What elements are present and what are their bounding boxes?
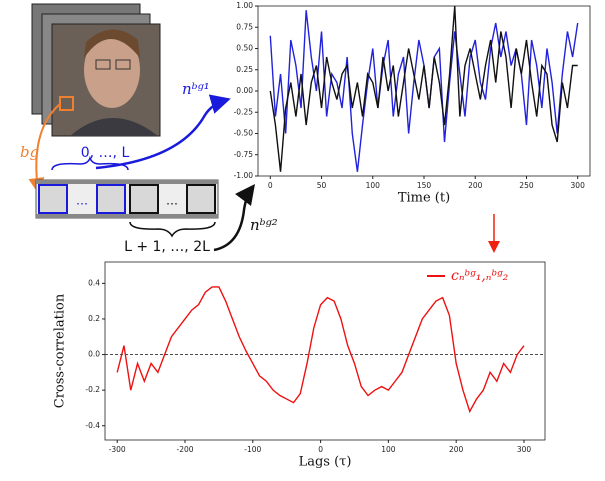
y-tick-label: 0.50 bbox=[236, 44, 253, 53]
x-axis-label: Lags (τ) bbox=[299, 455, 352, 470]
y-tick-label: -1.00 bbox=[234, 171, 254, 180]
signal-label: nᵇᵍ¹ bbox=[182, 80, 210, 98]
x-tick-label: -100 bbox=[244, 445, 261, 454]
y-tick-label: -0.50 bbox=[234, 129, 254, 138]
ellipsis: … bbox=[166, 194, 178, 208]
photo-stack bbox=[31, 3, 161, 137]
bg-patch bbox=[59, 96, 74, 111]
y-tick-label: 0.00 bbox=[236, 86, 253, 95]
x-tick-label: -200 bbox=[176, 445, 193, 454]
x-axis-label: Time (t) bbox=[398, 191, 450, 206]
data-line bbox=[116, 286, 525, 414]
x-tick-label: 200 bbox=[468, 181, 483, 190]
data-line bbox=[269, 5, 578, 172]
x-tick-label: 300 bbox=[517, 445, 532, 454]
data-line bbox=[269, 10, 579, 172]
x-tick-label: 150 bbox=[417, 181, 432, 190]
filmstrip bbox=[35, 179, 219, 219]
x-tick-label: 0 bbox=[318, 445, 323, 454]
x-tick-label: 0 bbox=[268, 181, 273, 190]
arrow bbox=[28, 103, 61, 194]
x-tick-label: 100 bbox=[381, 445, 396, 454]
y-tick-label: 0.75 bbox=[236, 22, 253, 31]
arrow bbox=[213, 183, 255, 252]
x-tick-label: 50 bbox=[317, 181, 327, 190]
x-tick-label: 200 bbox=[449, 445, 464, 454]
x-tick-label: 100 bbox=[366, 181, 381, 190]
bg-label: bg bbox=[20, 143, 39, 161]
arrow bbox=[95, 94, 231, 170]
y-tick-label: -0.4 bbox=[85, 421, 100, 430]
y-tick-label: 0.2 bbox=[88, 314, 100, 323]
y-tick-label: 0.25 bbox=[236, 65, 253, 74]
ellipsis: … bbox=[76, 194, 88, 208]
x-tick-label: 250 bbox=[519, 181, 534, 190]
brace bbox=[129, 221, 216, 238]
x-tick-label: -300 bbox=[109, 445, 126, 454]
plot-frame bbox=[104, 261, 546, 441]
y-tick-label: -0.25 bbox=[234, 107, 254, 116]
legend-label: cₙᵇᵍ₁,ₙᵇᵍ₂ bbox=[451, 268, 509, 284]
signal-label: nᵇᵍ² bbox=[250, 216, 278, 234]
brace bbox=[51, 155, 129, 171]
y-tick-label: -0.2 bbox=[85, 385, 100, 394]
y-tick-label: 1.00 bbox=[236, 1, 253, 10]
y-tick-label: 0.0 bbox=[88, 350, 100, 359]
range-label: L + 1, …, 2L bbox=[124, 239, 210, 255]
range-label: 0, …, L bbox=[81, 145, 130, 161]
y-tick-label: 0.4 bbox=[88, 278, 100, 287]
y-axis-label: Cross-correlation bbox=[53, 293, 68, 408]
x-tick-label: 300 bbox=[571, 181, 586, 190]
y-tick-label: -0.75 bbox=[234, 150, 254, 159]
